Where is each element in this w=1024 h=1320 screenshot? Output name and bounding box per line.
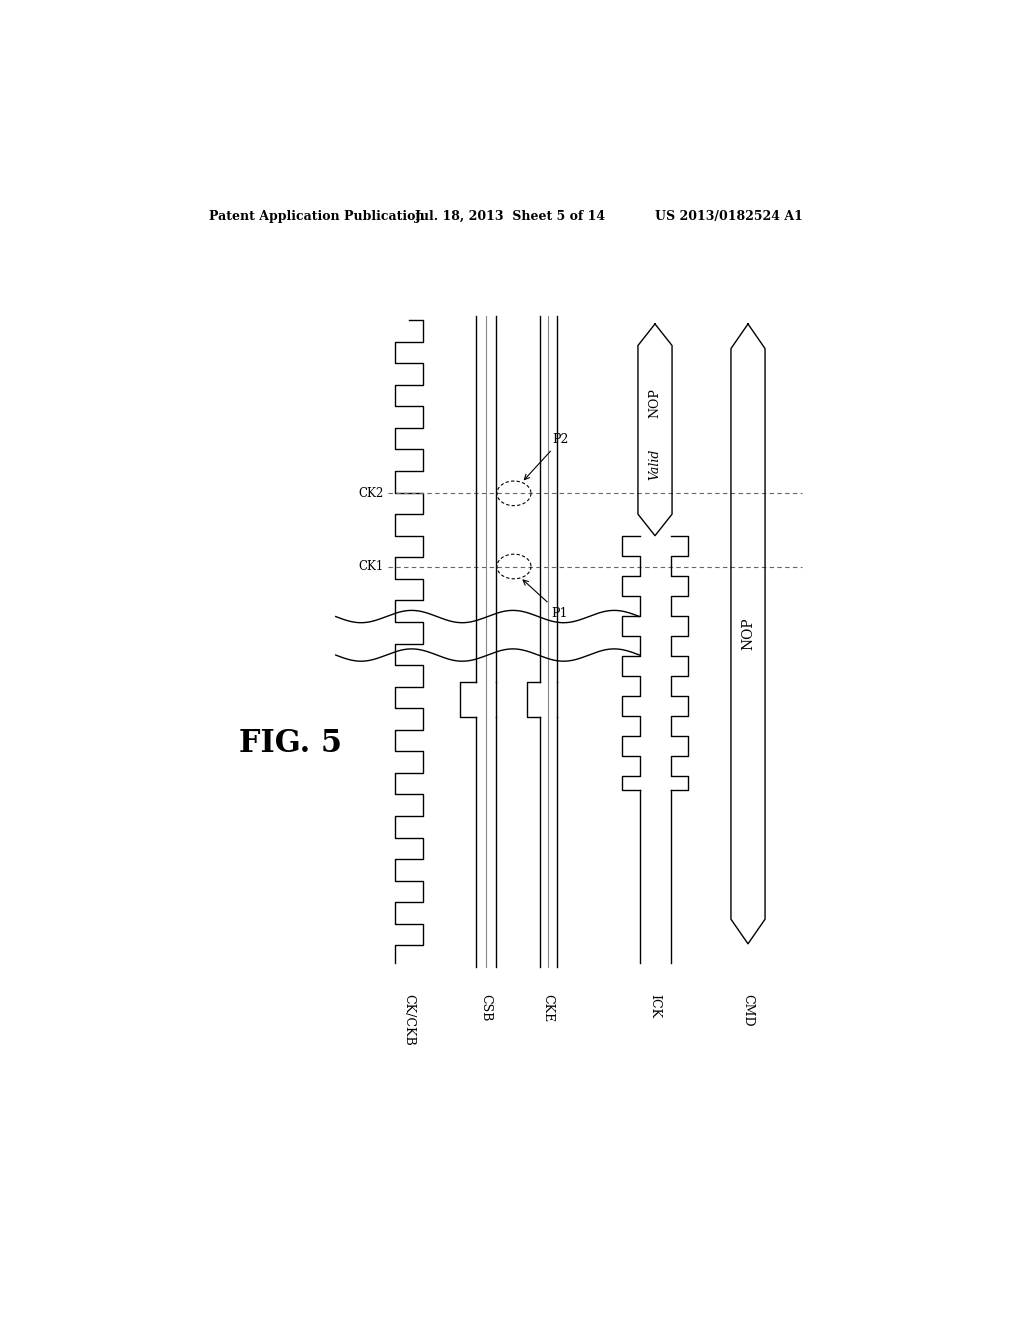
Text: Patent Application Publication: Patent Application Publication [209, 210, 425, 223]
Text: FIG. 5: FIG. 5 [240, 729, 342, 759]
Text: Jul. 18, 2013  Sheet 5 of 14: Jul. 18, 2013 Sheet 5 of 14 [415, 210, 606, 223]
Text: CK/CKB: CK/CKB [402, 994, 415, 1045]
Text: CMD: CMD [741, 994, 755, 1027]
Text: ICK: ICK [648, 994, 662, 1018]
Text: CK1: CK1 [358, 560, 384, 573]
Text: P1: P1 [523, 579, 567, 619]
Text: CKE: CKE [542, 994, 555, 1022]
Text: NOP: NOP [648, 388, 662, 418]
Text: Valid: Valid [648, 449, 662, 480]
Text: CK2: CK2 [358, 487, 384, 500]
Text: CSB: CSB [479, 994, 493, 1022]
Text: P2: P2 [524, 433, 569, 479]
Text: US 2013/0182524 A1: US 2013/0182524 A1 [655, 210, 803, 223]
Text: NOP: NOP [741, 618, 755, 651]
